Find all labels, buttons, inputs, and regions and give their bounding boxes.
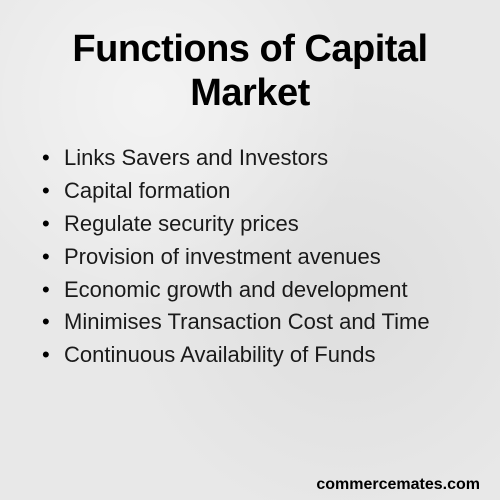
list-item: Minimises Transaction Cost and Time [64, 307, 468, 338]
list-item: Continuous Availability of Funds [64, 340, 468, 371]
source-attribution: commercemates.com [316, 476, 480, 494]
list-item: Provision of investment avenues [64, 242, 468, 273]
list-item: Links Savers and Investors [64, 143, 468, 174]
list-item: Economic growth and development [64, 275, 468, 306]
functions-list: Links Savers and Investors Capital forma… [32, 143, 468, 371]
page-title: Functions of Capital Market [32, 28, 468, 115]
list-item: Capital formation [64, 176, 468, 207]
list-item: Regulate security prices [64, 209, 468, 240]
